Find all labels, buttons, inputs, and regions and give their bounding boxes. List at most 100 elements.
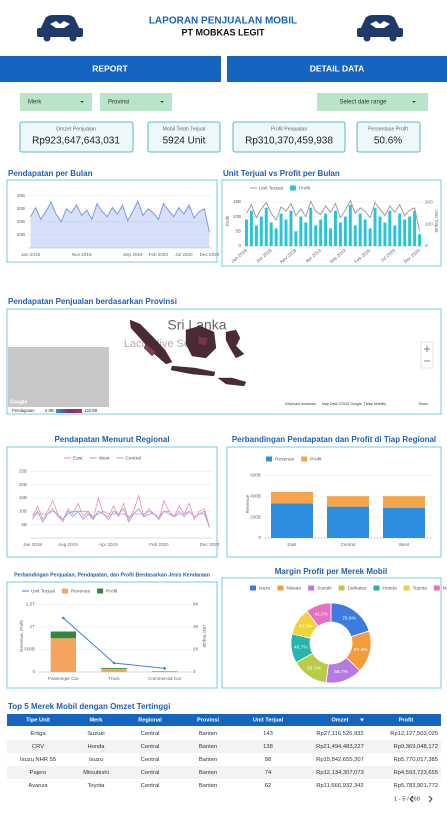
map-tile bbox=[8, 347, 109, 407]
kpi-label: Omzet Penjualan bbox=[56, 126, 96, 132]
filter-label[interactable]: Provinsi bbox=[108, 100, 129, 106]
bar bbox=[269, 222, 273, 246]
y-tick-label: 5B bbox=[235, 229, 241, 234]
chart-title: Margin Profit per Merek Mobil bbox=[275, 567, 387, 576]
table-cell: Rp12,127,503,025 bbox=[390, 731, 438, 737]
data-label: 67.4% bbox=[354, 647, 368, 653]
table-cell: CRV bbox=[32, 744, 44, 750]
filter-label[interactable]: Select date range bbox=[339, 100, 387, 106]
legend-label: Nissan bbox=[286, 585, 301, 591]
y-tick-label: 0 bbox=[238, 243, 241, 248]
tab-label[interactable]: REPORT bbox=[92, 63, 128, 73]
table-header-cell: Omzet bbox=[331, 717, 348, 723]
bar bbox=[319, 219, 323, 246]
bar bbox=[333, 210, 337, 246]
table-cell: Rp4,593,723,655 bbox=[394, 770, 438, 776]
y-axis-title: Revenue bbox=[245, 494, 250, 513]
bar bbox=[324, 213, 328, 246]
zoom-controls[interactable] bbox=[420, 341, 434, 369]
bar bbox=[279, 213, 283, 246]
tab[interactable] bbox=[227, 56, 447, 82]
kpi-card bbox=[232, 121, 346, 153]
table-cell: Banten bbox=[199, 770, 217, 776]
chart-title: Pendapatan per Bulan bbox=[8, 169, 93, 178]
bar bbox=[408, 216, 412, 246]
chart-title: Unit Terjual vs Profit per Bulan bbox=[223, 169, 340, 178]
bar bbox=[284, 219, 288, 246]
area bbox=[30, 201, 210, 248]
pager-arrows[interactable] bbox=[409, 795, 433, 803]
sort-icon[interactable] bbox=[360, 718, 364, 722]
filter-dropdown[interactable] bbox=[100, 93, 172, 111]
legend-swatch bbox=[433, 585, 440, 591]
y-tick-label: 5B bbox=[21, 522, 27, 527]
tab[interactable] bbox=[0, 56, 221, 82]
legend-swatch bbox=[266, 456, 272, 462]
y-tick-label: 200B bbox=[250, 514, 261, 519]
chart-panel bbox=[6, 446, 218, 558]
y2-tick-label: 0 bbox=[193, 669, 196, 674]
x-tick-label: Jan 2018 bbox=[23, 542, 42, 547]
date-range-picker[interactable] bbox=[317, 93, 428, 111]
table-cell: 62 bbox=[265, 783, 271, 789]
y-tick-label: 15B bbox=[19, 495, 27, 500]
table-row bbox=[7, 766, 441, 779]
line-point bbox=[62, 616, 65, 620]
table-header-cell: Regional bbox=[138, 717, 162, 723]
map-regions bbox=[129, 319, 247, 387]
x-tick-label: East bbox=[287, 542, 297, 547]
x-tick-label: Dec 2020 bbox=[200, 542, 220, 547]
kpi-value: Rp923,647,643,031 bbox=[32, 136, 120, 147]
line bbox=[30, 199, 210, 233]
y2-tick-label: 0 bbox=[425, 243, 428, 248]
kpi-card bbox=[356, 121, 421, 153]
table-cell: Rp9,369,048,172 bbox=[394, 744, 438, 750]
map-title: Pendapatan Penjualan berdasarkan Provins… bbox=[8, 297, 177, 306]
y-tick-label: 25B bbox=[19, 469, 27, 474]
bar bbox=[378, 216, 382, 246]
legend-label: Mitsubishi bbox=[443, 585, 447, 591]
map-legend-label: Pendapatan bbox=[12, 408, 35, 413]
y-tick-label: 600B bbox=[250, 472, 261, 477]
table-cell: Toyota bbox=[87, 783, 105, 789]
line bbox=[246, 199, 421, 231]
x-tick-label: Sep 2019 bbox=[123, 252, 143, 257]
legend-label: East bbox=[73, 455, 83, 461]
data-label: 46.7% bbox=[294, 644, 308, 650]
y-tick-label: 10B bbox=[233, 214, 241, 219]
tab-label[interactable]: DETAIL DATA bbox=[310, 63, 365, 73]
bar bbox=[101, 667, 127, 669]
table-header-cell: Profit bbox=[399, 717, 414, 723]
kpi-card bbox=[19, 121, 134, 153]
filter-dropdown[interactable] bbox=[20, 93, 92, 111]
table-row bbox=[7, 740, 441, 753]
x-tick-label: Passenger Car bbox=[48, 676, 79, 681]
table-title: Top 5 Merek Mobil dengan Omzet Tertinggi bbox=[8, 702, 170, 711]
map-credit[interactable]: Keyboard shortcuts bbox=[285, 402, 316, 406]
bar bbox=[299, 216, 303, 246]
legend-label: Profit bbox=[106, 588, 118, 594]
table-header-cell: Merk bbox=[89, 717, 103, 723]
bar bbox=[249, 210, 253, 246]
table-row bbox=[7, 753, 441, 766]
bar bbox=[338, 222, 342, 246]
filter-label[interactable]: Merk bbox=[28, 100, 42, 106]
map-logo: Google bbox=[10, 399, 27, 405]
table-cell: Rp5,783,901,772 bbox=[394, 783, 438, 789]
table-row bbox=[7, 779, 441, 792]
map-credit[interactable]: Terms bbox=[418, 402, 428, 406]
y-tick-label: 0 bbox=[32, 669, 35, 674]
bar bbox=[368, 228, 372, 246]
table-cell: Banten bbox=[199, 783, 217, 789]
legend-swatch bbox=[277, 585, 284, 591]
bar bbox=[314, 225, 318, 246]
table-cell: Central bbox=[141, 783, 160, 789]
table-cell: 74 bbox=[265, 770, 272, 776]
table-cell: 138 bbox=[263, 744, 273, 750]
table-cell: Banten bbox=[199, 731, 217, 737]
kpi-value: 5924 Unit bbox=[163, 136, 206, 147]
bar bbox=[101, 668, 127, 672]
table-cell: Honda bbox=[87, 744, 105, 750]
table-cell: Avanza bbox=[28, 783, 48, 789]
x-tick-label: Feb 2020 bbox=[149, 252, 169, 257]
